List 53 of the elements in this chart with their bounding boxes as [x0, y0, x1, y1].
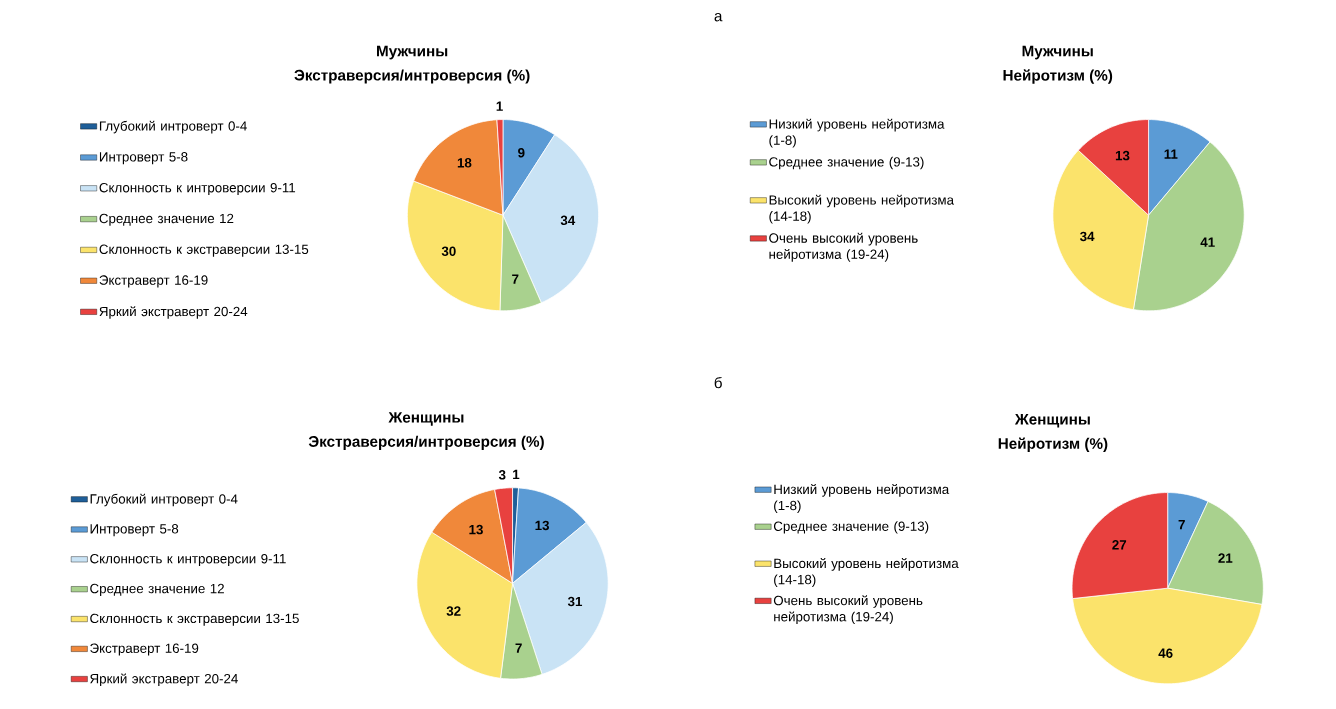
text: б [714, 377, 722, 389]
legend-label: Глубокий интроверт 0-4 [99, 120, 247, 134]
data-label: 41 [1200, 237, 1215, 247]
data-label: 13 [469, 525, 483, 535]
legend-label: Среднее значение (9-13) [769, 156, 924, 170]
legend-label: Высокий уровень нейротизма (14-18) [769, 194, 955, 224]
legend-label: Высокий уровень нейротизма (14-18) [774, 558, 959, 588]
legend-label: Глубокий интроверт 0-4 [90, 493, 238, 507]
data-label: 30 [441, 246, 456, 257]
legend-label: Среднее значение 12 [90, 583, 224, 597]
legend-label: Экстраверт 16-19 [99, 275, 208, 288]
legend-label: Очень высокий уровень нейротизма (19-24) [769, 232, 918, 262]
legend-label: Среднее значение (9-13) [773, 521, 929, 534]
legend-label: Среднее значение 12 [99, 213, 234, 226]
data-label: 7 [512, 274, 519, 284]
legend-label: Яркий экстраверт 20-24 [90, 673, 238, 687]
data-label: 34 [560, 215, 576, 226]
chart-title: Женщины [1014, 414, 1090, 428]
data-label: 3 [498, 470, 506, 480]
legend-label: Склонность к интроверсии 9-11 [90, 554, 286, 567]
chart-subtitle: Экстраверсия/интроверсия (%) [308, 435, 544, 451]
legend-label: Интроверт 5-8 [99, 152, 188, 165]
legend-label: Склонность к экстраверсии 13-15 [99, 244, 309, 257]
legend-label: Склонность к экстраверсии 13-15 [90, 613, 299, 626]
data-label: 13 [1115, 151, 1130, 161]
data-label: 32 [446, 606, 461, 616]
legend-label: Низкий уровень нейротизма (1-8) [769, 118, 945, 148]
data-label: 7 [515, 643, 522, 653]
data-label: 9 [518, 148, 525, 158]
chart-title: Мужчины [377, 45, 448, 60]
data-label: 1 [496, 101, 503, 111]
data-label: 21 [1218, 553, 1233, 563]
data-label: 46 [1158, 648, 1173, 659]
chart-subtitle: Экстраверсия/интроверсия (%) [294, 69, 530, 84]
data-label: 11 [1164, 149, 1178, 159]
chart-title: Мужчины [1022, 45, 1093, 60]
data-label: 1 [513, 470, 520, 480]
legend-label: Низкий уровень нейротизма (1-8) [774, 484, 950, 514]
data-label: 18 [457, 158, 472, 168]
chart-subtitle: Нейротизм (%) [1003, 69, 1113, 84]
legend-label: Очень высокий уровень нейротизма (19-24) [773, 595, 923, 625]
data-label: 31 [567, 596, 583, 607]
data-label: 7 [1178, 520, 1185, 530]
legend-label: Склонность к интроверсии 9-11 [99, 183, 296, 196]
chart-subtitle: Нейротизм (%) [998, 437, 1108, 453]
chart-title: Женщины [388, 412, 464, 426]
legend-label: Интроверт 5-8 [90, 524, 179, 537]
data-label: 34 [1079, 231, 1095, 242]
data-label: 27 [1112, 540, 1127, 550]
text: а [714, 13, 723, 22]
legend-label: Экстраверт 16-19 [90, 643, 199, 656]
legend-label: Яркий экстраверт 20-24 [99, 306, 248, 319]
data-label: 13 [535, 520, 549, 531]
